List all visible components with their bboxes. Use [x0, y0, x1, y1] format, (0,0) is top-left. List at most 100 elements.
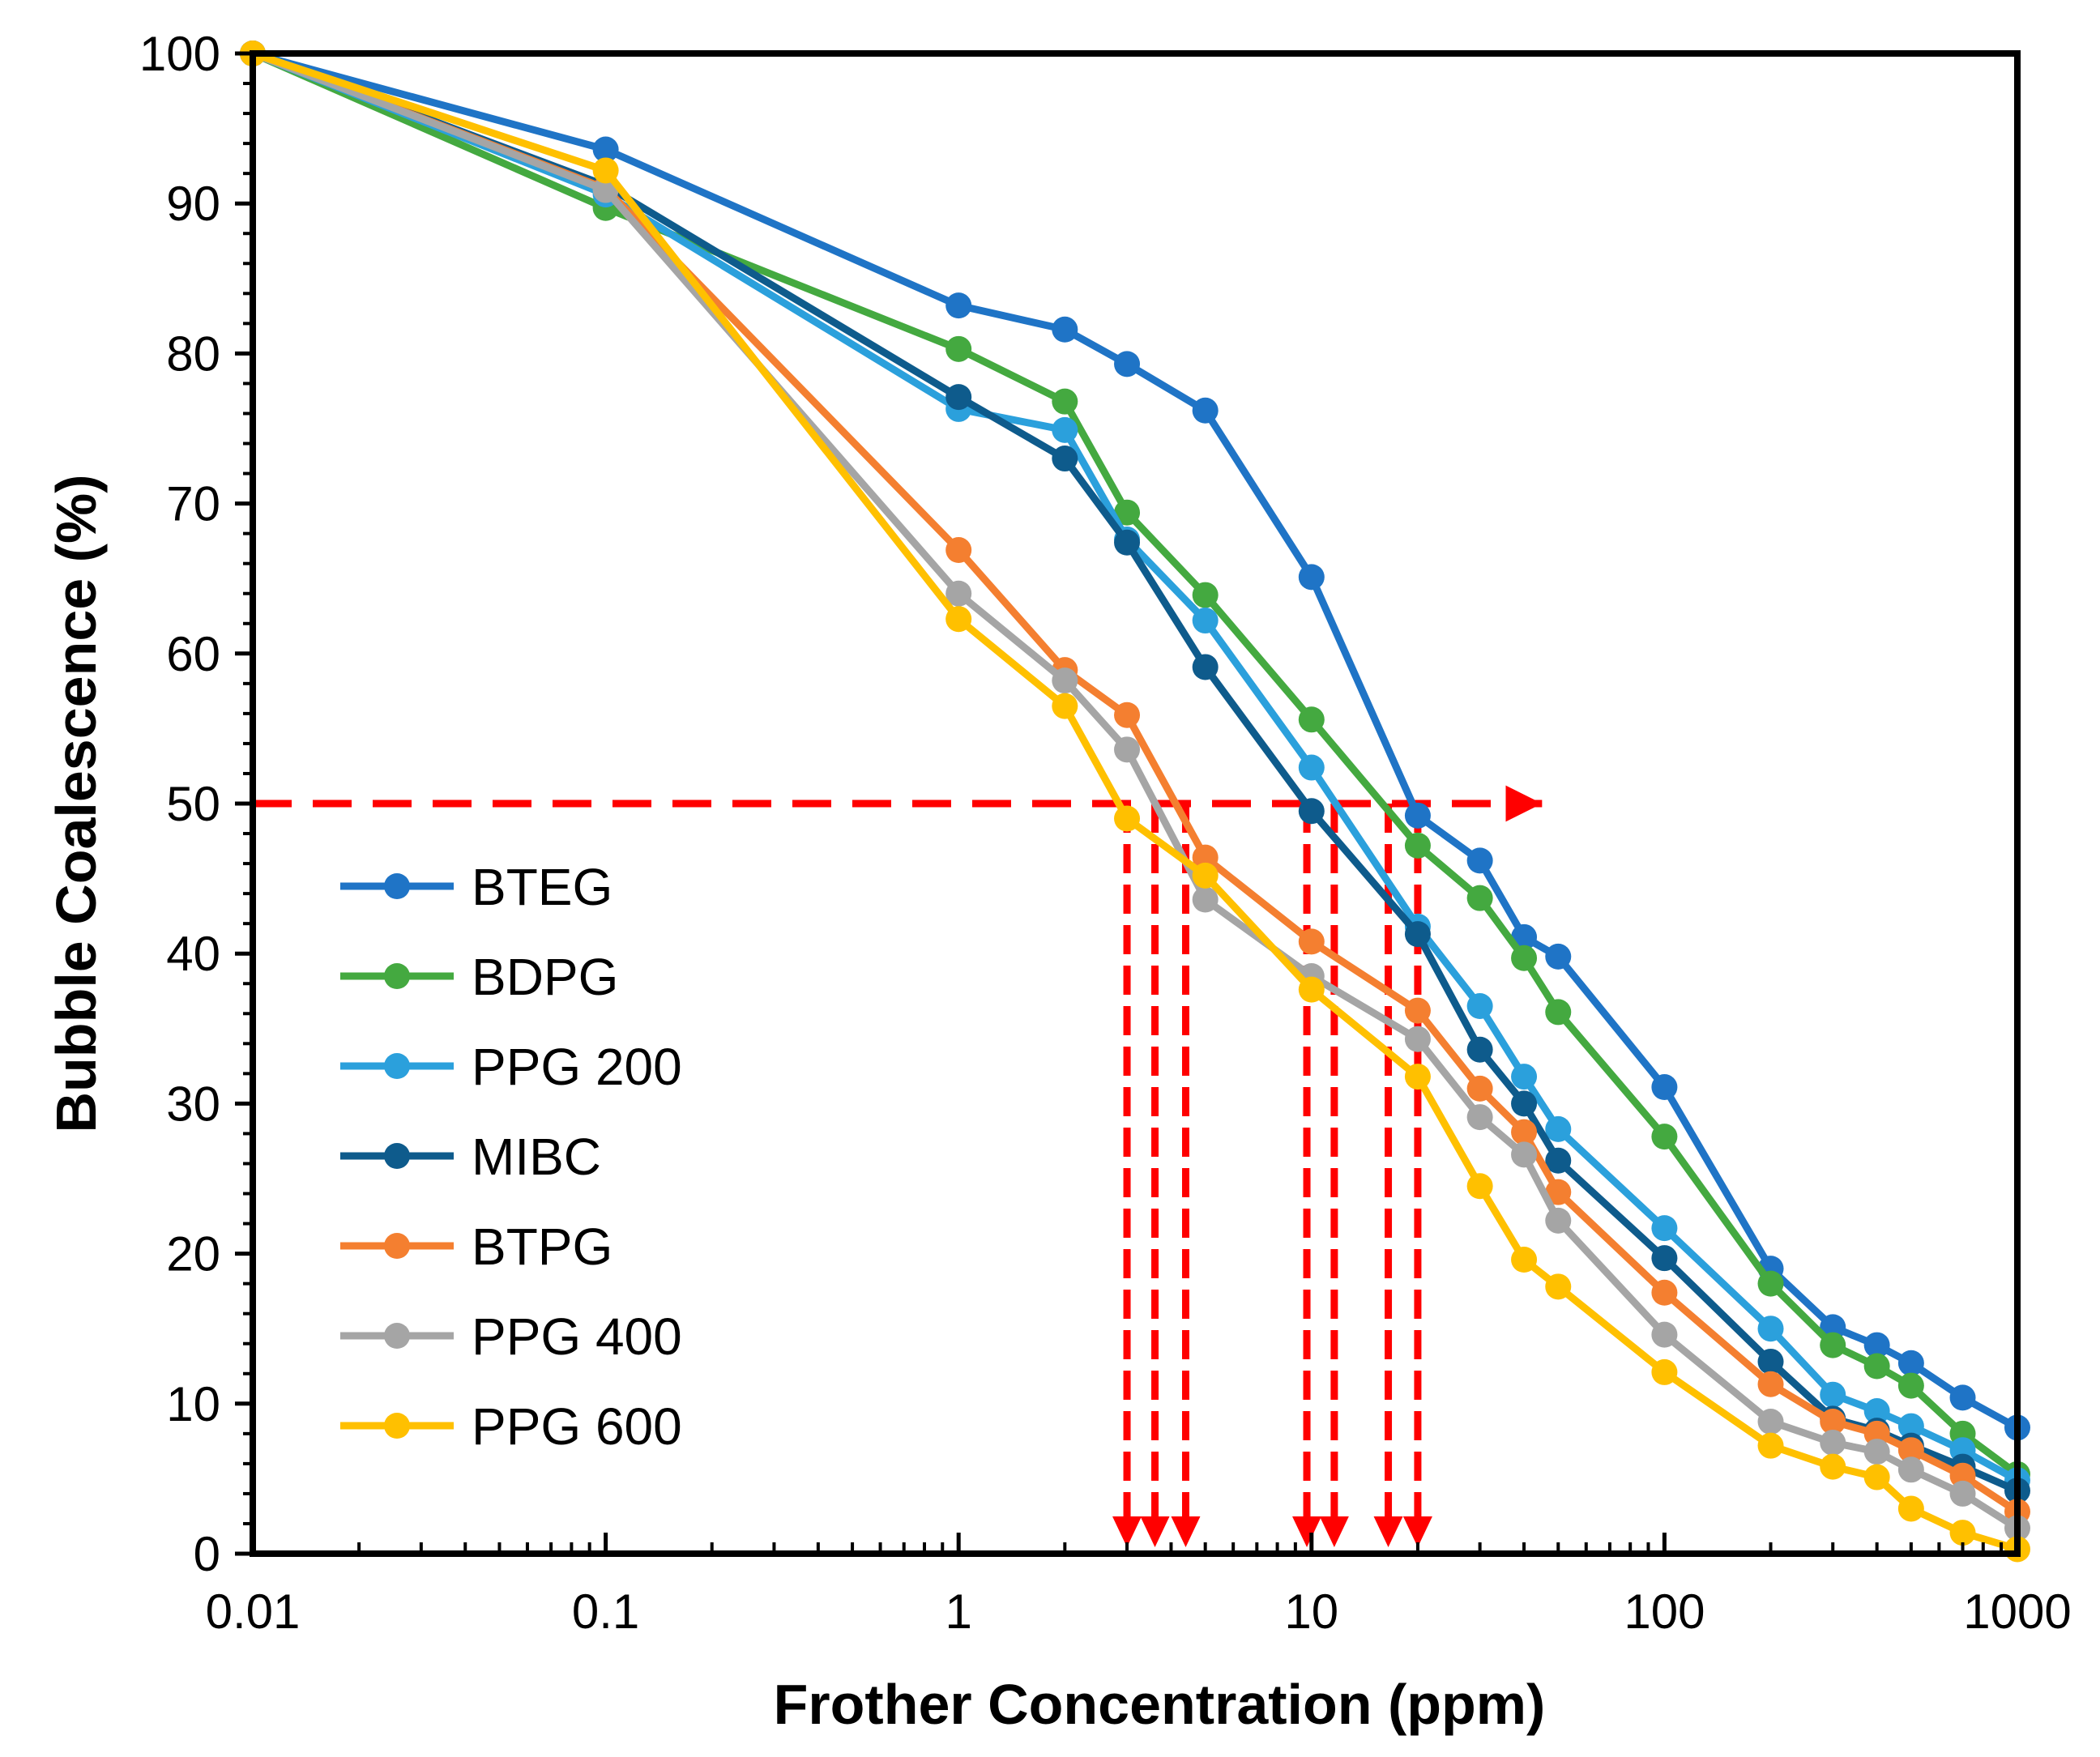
- legend-item: BTEG: [340, 858, 612, 916]
- data-point: [1757, 1348, 1784, 1375]
- data-point: [1466, 847, 1493, 874]
- cmc-marker: [1319, 1516, 1349, 1547]
- data-point: [1863, 1353, 1890, 1380]
- data-point: [1466, 1036, 1493, 1063]
- data-point: [1114, 702, 1141, 728]
- data-point: [1757, 1316, 1784, 1342]
- legend-item: BTPG: [340, 1218, 612, 1276]
- data-point: [1545, 943, 1572, 970]
- data-point: [1949, 1520, 1976, 1546]
- data-point: [1897, 1413, 1924, 1439]
- data-point: [1949, 1480, 1976, 1507]
- data-point: [1114, 736, 1141, 763]
- x-tick-label: 0.1: [572, 1584, 639, 1639]
- y-tick-label: 20: [166, 1227, 220, 1282]
- cmc-marker: [1140, 1516, 1170, 1547]
- data-point: [1820, 1409, 1846, 1435]
- data-point: [1651, 1074, 1678, 1101]
- data-point: [1404, 1064, 1431, 1090]
- data-point: [1820, 1381, 1846, 1408]
- legend-label: PPG 400: [472, 1307, 682, 1366]
- legend-label: BDPG: [472, 948, 618, 1006]
- data-point: [1114, 529, 1141, 556]
- data-point: [1466, 1104, 1493, 1131]
- data-point: [1863, 1398, 1890, 1425]
- data-point: [1114, 499, 1141, 526]
- legend-label: BTEG: [472, 858, 612, 916]
- data-point: [1404, 921, 1431, 948]
- cmc-marker: [1373, 1516, 1403, 1547]
- y-tick-label: 90: [166, 177, 220, 231]
- legend-item: PPG 600: [340, 1397, 682, 1456]
- data-point: [1545, 1179, 1572, 1205]
- y-tick-label: 0: [194, 1527, 220, 1581]
- data-point: [1651, 1245, 1678, 1272]
- cmc-marker: [1292, 1516, 1322, 1547]
- data-point: [1897, 1437, 1924, 1464]
- y-tick-label: 40: [166, 927, 220, 981]
- data-point: [1404, 802, 1431, 829]
- data-point: [1897, 1372, 1924, 1399]
- data-point: [1820, 1429, 1846, 1456]
- legend-label: PPG 600: [472, 1397, 682, 1456]
- cmc-marker: [1112, 1516, 1142, 1547]
- data-point: [1863, 1332, 1890, 1358]
- data-point: [1757, 1409, 1784, 1435]
- data-point: [1466, 993, 1493, 1020]
- data-point: [1757, 1371, 1784, 1397]
- legend-swatch-marker: [384, 1053, 410, 1079]
- x-tick-label: 100: [1624, 1584, 1705, 1639]
- data-point: [1466, 885, 1493, 911]
- data-point: [945, 292, 972, 319]
- data-point: [1192, 886, 1219, 913]
- data-point: [1192, 608, 1219, 634]
- data-point: [1863, 1420, 1890, 1447]
- data-point: [1404, 832, 1431, 859]
- data-point: [1114, 805, 1141, 832]
- data-point: [1949, 1462, 1976, 1489]
- data-point: [1114, 351, 1141, 377]
- data-point: [1511, 1064, 1538, 1090]
- data-point: [1651, 1124, 1678, 1150]
- legend-label: BTPG: [472, 1218, 612, 1276]
- data-point: [945, 537, 972, 564]
- data-point: [1820, 1332, 1846, 1358]
- data-point: [1052, 667, 1078, 694]
- data-point: [1298, 928, 1325, 955]
- data-point: [945, 606, 972, 633]
- series-line: [249, 49, 2021, 1516]
- y-tick-label: 50: [166, 777, 220, 831]
- y-axis-title: Bubble Coalescence (%): [45, 475, 108, 1133]
- data-point: [1298, 564, 1325, 591]
- data-point: [1192, 654, 1219, 680]
- data-point: [1192, 397, 1219, 424]
- data-point: [945, 335, 972, 362]
- data-point: [1757, 1270, 1784, 1297]
- data-point: [1511, 1247, 1538, 1273]
- data-point: [1052, 316, 1078, 343]
- data-point: [1511, 1119, 1538, 1145]
- data-point: [1466, 1173, 1493, 1200]
- data-point: [1651, 1321, 1678, 1348]
- x-tick-label: 1000: [1963, 1584, 2071, 1639]
- data-point: [1298, 754, 1325, 781]
- data-point: [592, 157, 619, 184]
- data-point: [1511, 1141, 1538, 1168]
- x-tick-label: 1: [945, 1584, 972, 1639]
- data-point: [1404, 1026, 1431, 1052]
- y-tick-label: 60: [166, 627, 220, 681]
- data-point: [1757, 1432, 1784, 1459]
- data-point: [1863, 1439, 1890, 1465]
- data-point: [1897, 1456, 1924, 1483]
- legend-swatch-marker: [384, 1413, 410, 1439]
- cmc-marker: [1402, 1516, 1432, 1547]
- data-point: [1545, 1273, 1572, 1300]
- x-tick-label: 0.01: [206, 1584, 301, 1639]
- legend-item: PPG 200: [340, 1038, 682, 1096]
- data-point: [1192, 582, 1219, 608]
- y-tick-label: 100: [139, 27, 220, 81]
- data-point: [1511, 1090, 1538, 1117]
- data-point: [1192, 862, 1219, 889]
- legend-item: MIBC: [340, 1128, 601, 1186]
